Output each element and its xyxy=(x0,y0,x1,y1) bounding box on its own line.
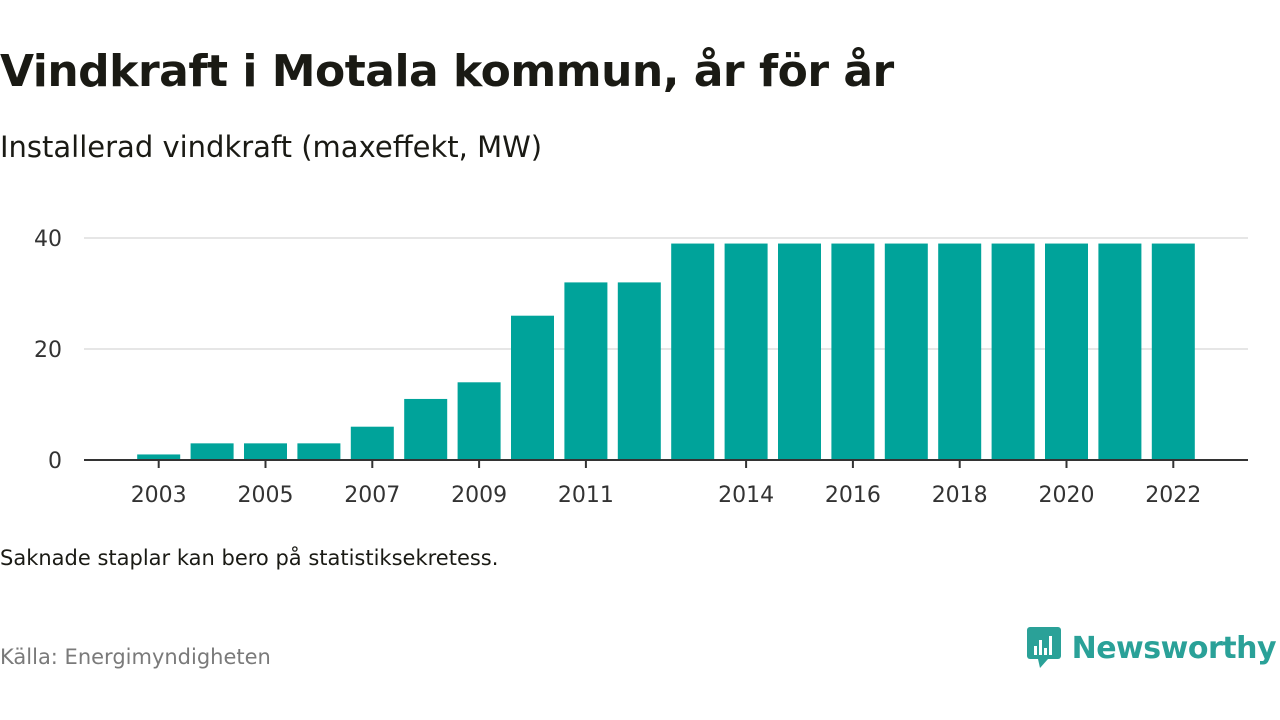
footnote: Saknade staplar kan bero på statistiksek… xyxy=(0,546,499,570)
bar-2010 xyxy=(511,315,554,460)
y-tick-label: 20 xyxy=(34,338,62,363)
bar-2022 xyxy=(1151,243,1195,460)
x-tick-label: 2016 xyxy=(825,483,881,508)
bar-2005 xyxy=(244,443,287,460)
x-tick-label: 2018 xyxy=(932,483,988,508)
bars xyxy=(137,243,1195,460)
bar-2013 xyxy=(671,243,715,460)
x-tick-label: 2007 xyxy=(344,483,400,508)
x-tick-label: 2022 xyxy=(1145,483,1201,508)
bar-2004 xyxy=(190,443,234,460)
x-tick-label: 2003 xyxy=(131,483,187,508)
bar-2020 xyxy=(1045,243,1088,460)
bar-2017 xyxy=(884,243,928,460)
x-tick-label: 2020 xyxy=(1039,483,1095,508)
bar-2009 xyxy=(457,382,501,460)
y-tick-label: 40 xyxy=(34,227,62,252)
bar-2019 xyxy=(991,243,1035,460)
brand-logo: Newsworthy xyxy=(1026,626,1277,670)
bar-2021 xyxy=(1098,243,1142,460)
bar-2015 xyxy=(778,243,821,460)
bar-2011 xyxy=(564,282,608,460)
brand-name: Newsworthy xyxy=(1071,630,1277,666)
bar-2012 xyxy=(617,282,661,460)
bar-2008 xyxy=(404,398,448,460)
bar-2018 xyxy=(938,243,982,460)
tick-labels: 0 20 40 2003 2005 2007 2009 2011 2014 2016 2018 202… xyxy=(34,227,1201,508)
newsworthy-logo-icon xyxy=(1026,627,1061,668)
bar-2006 xyxy=(297,443,341,460)
bar-2003 xyxy=(137,454,181,460)
x-tick-label: 2009 xyxy=(451,483,507,508)
bar-2007 xyxy=(350,426,394,460)
bar-chart: 0 20 40 2003 2005 2007 2009 2011 2014 2016 2018 202… xyxy=(34,227,1248,508)
x-tick-label: 2011 xyxy=(558,483,614,508)
axes xyxy=(84,459,1248,468)
bar-2014 xyxy=(724,243,768,460)
x-tick-label: 2014 xyxy=(718,483,774,508)
chart-subtitle: Installerad vindkraft (maxeffekt, MW) xyxy=(0,130,543,164)
y-tick-label: 0 xyxy=(48,449,62,474)
x-tick-label: 2005 xyxy=(238,483,294,508)
bar-2016 xyxy=(831,243,875,460)
chart-title: Vindkraft i Motala kommun, år för år xyxy=(0,46,894,97)
source-credit: Källa: Energimyndigheten xyxy=(0,645,271,669)
